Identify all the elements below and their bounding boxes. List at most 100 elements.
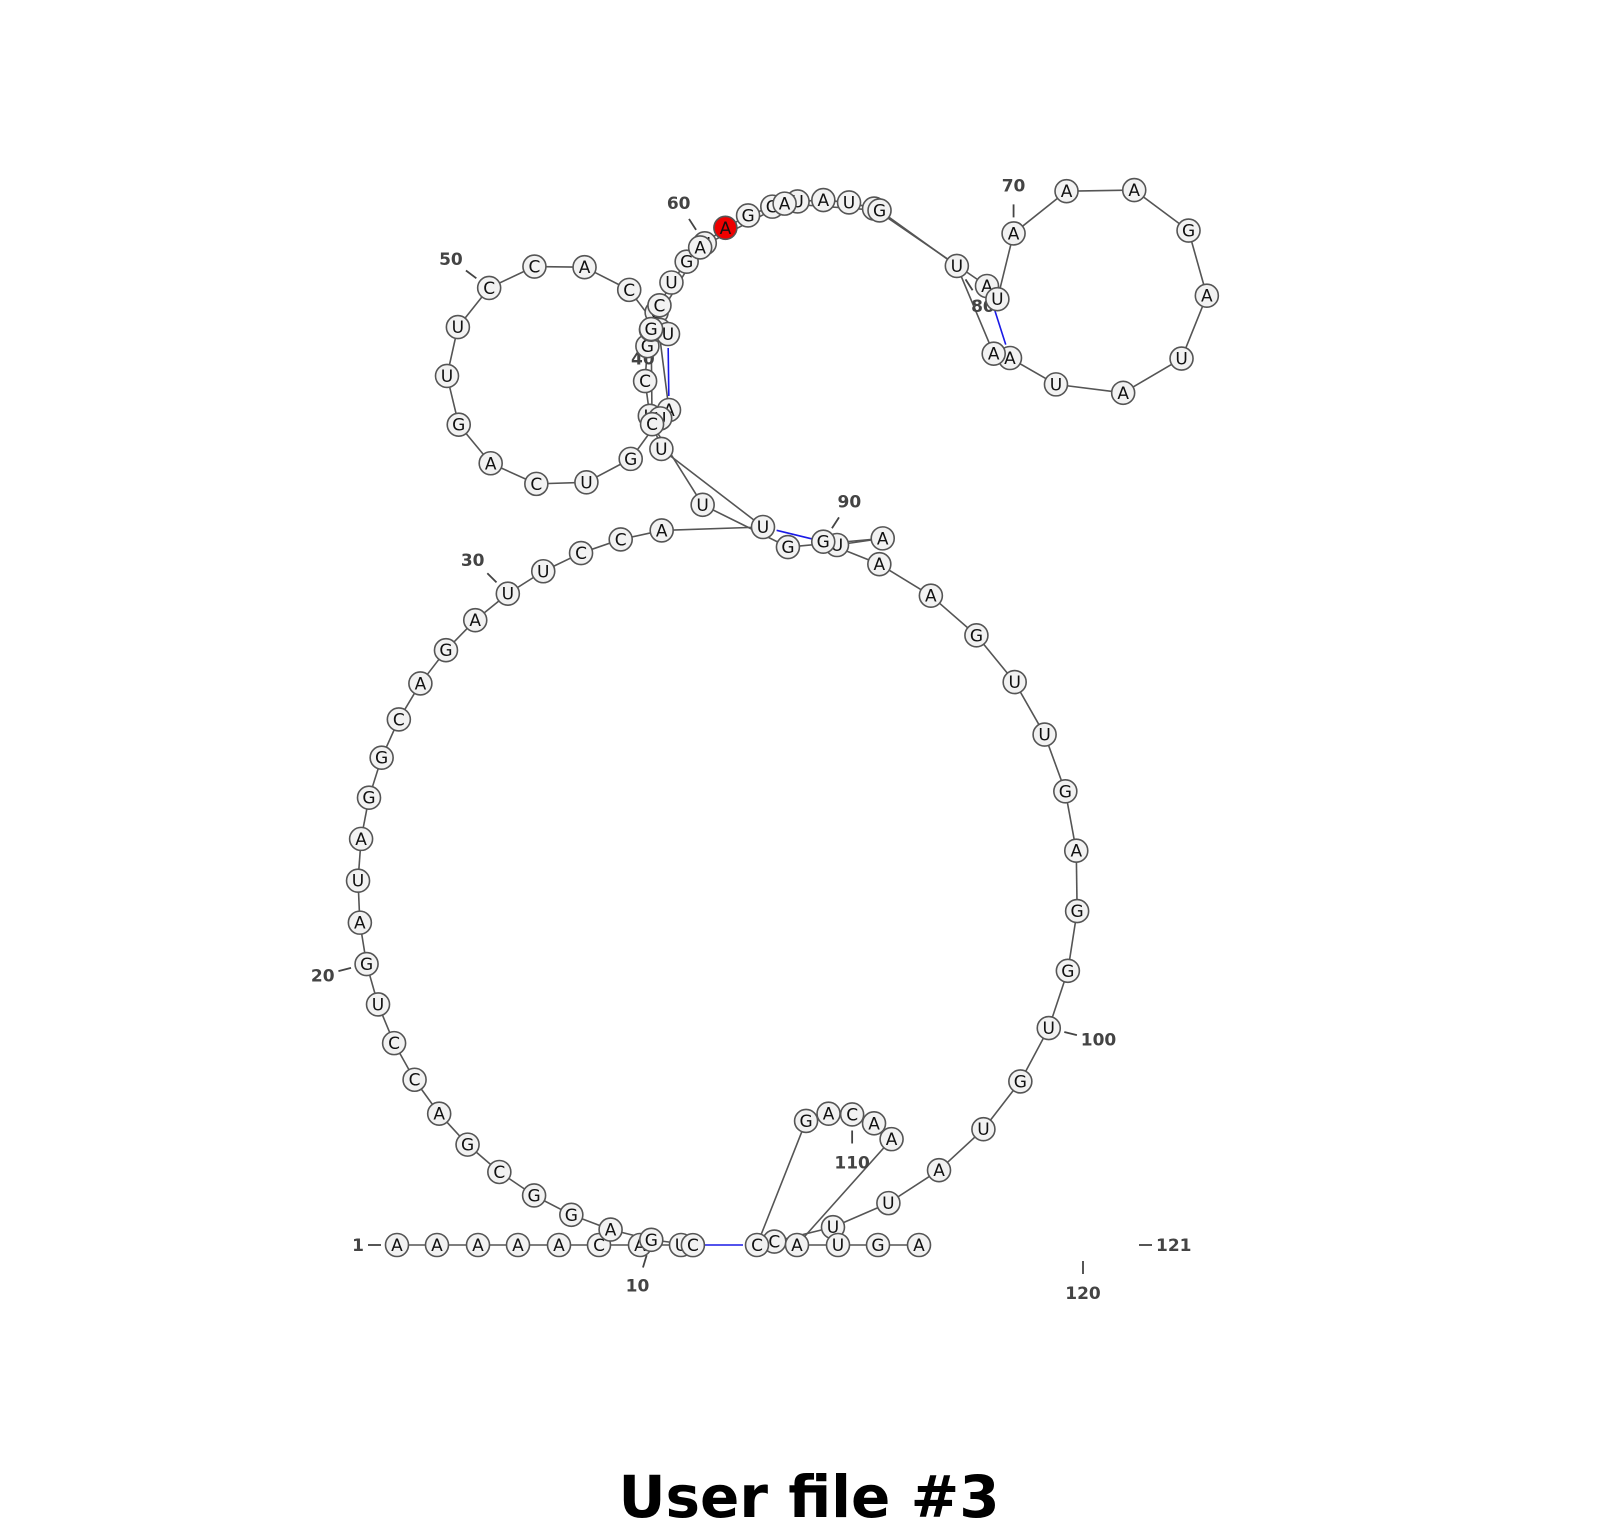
- nucleotide-99: G: [1055, 958, 1081, 984]
- nucleotide-circle: [750, 514, 776, 540]
- highlighted-nucleotide-circle: [713, 215, 738, 241]
- nucleotide-108: G: [793, 1108, 819, 1134]
- position-number-label: 70: [1002, 176, 1026, 196]
- nucleotide-17: C: [402, 1067, 427, 1093]
- nucleotide-circle: [1121, 177, 1147, 203]
- nucleotide-letter: G: [624, 450, 637, 470]
- nucleotide-circle: [348, 826, 374, 852]
- nucleotide-letter: A: [868, 1114, 880, 1134]
- nucleotide-15: G: [455, 1132, 480, 1157]
- position-number-label: 90: [837, 492, 861, 512]
- nucleotide-circle: [465, 1232, 491, 1258]
- nucleotide-circle: [918, 583, 944, 608]
- nucleotide-102: U: [971, 1116, 996, 1142]
- nucleotide-circle: [356, 785, 382, 810]
- nucleotide-33: C: [608, 527, 634, 552]
- nucleotide-circle: [354, 951, 379, 977]
- nucleotide-letter: G: [970, 626, 983, 646]
- nucleotide-107: C: [744, 1232, 770, 1258]
- nucleotide-11: A: [598, 1217, 623, 1242]
- nucleotide-circle: [906, 1232, 932, 1258]
- nucleotide-circle: [971, 1116, 996, 1142]
- nucleotide-circle: [1036, 1015, 1062, 1041]
- nucleotide-2: A: [424, 1232, 450, 1258]
- nucleotide-circle: [926, 1157, 952, 1183]
- nucleotide-letter: A: [553, 1236, 565, 1256]
- nucleotide-letter: G: [360, 955, 373, 975]
- nucleotide-letter: C: [409, 1071, 421, 1091]
- nucleotide-letter: U: [1050, 375, 1062, 395]
- nucleotide-113: A: [784, 1232, 810, 1258]
- nucleotide-95: U: [1032, 722, 1057, 747]
- nucleotide-circle: [1032, 722, 1057, 747]
- nucleotide-letter: U: [655, 440, 667, 460]
- nucleotide-circle: [384, 1232, 410, 1258]
- nucleotide-72: A: [1121, 177, 1147, 203]
- nucleotide-letter: A: [1128, 181, 1140, 201]
- base-pair-layer: [667, 299, 1007, 1246]
- nucleotide-80: U: [944, 253, 970, 279]
- nucleotide-112: A: [879, 1126, 904, 1152]
- nucleotide-circle: [347, 910, 373, 935]
- nucleotide-letter: A: [1061, 182, 1073, 202]
- nucleotide-circle: [638, 1227, 664, 1253]
- nucleotide-circle: [408, 671, 433, 696]
- nucleotide-circle: [1001, 221, 1026, 246]
- nucleotide-letter: A: [823, 1105, 835, 1125]
- nucleotide-circle: [546, 1232, 572, 1258]
- nucleotide-letter: C: [388, 1034, 400, 1054]
- nucleotide-20: G: [354, 951, 379, 977]
- nucleotide-letter: C: [846, 1105, 858, 1125]
- nucleotide-letter: G: [1182, 222, 1195, 242]
- nucleotide-letter: U: [951, 257, 963, 277]
- base-pair-line: [667, 347, 670, 397]
- nucleotide-circle: [810, 529, 836, 555]
- nucleotide-9: C: [680, 1232, 706, 1258]
- number-tick: [688, 218, 697, 231]
- nucleotide-circle: [426, 1101, 452, 1127]
- nucleotide-83: A: [687, 235, 713, 260]
- nucleotide-letter: A: [656, 521, 668, 541]
- nucleotide-circle: [574, 470, 599, 495]
- backbone-link: [702, 504, 789, 548]
- nucleotide-24: G: [356, 785, 382, 810]
- nucleotide-letter: C: [493, 1163, 505, 1183]
- nucleotide-91: A: [867, 551, 892, 577]
- nucleotide-79: A: [981, 341, 1006, 366]
- nucleotide-letter: A: [1070, 842, 1082, 862]
- nucleotide-letter: A: [874, 555, 886, 575]
- nucleotide-61: A: [713, 215, 738, 241]
- nucleotide-letter: G: [781, 538, 794, 558]
- nucleotide-71: A: [1054, 178, 1079, 204]
- nucleotide-13: G: [521, 1183, 547, 1208]
- nucleotide-letter: G: [1014, 1072, 1027, 1092]
- nucleotide-letter: G: [528, 1186, 541, 1206]
- nucleotide-circle: [811, 187, 836, 213]
- nucleotide-circle: [505, 1232, 531, 1258]
- nucleotide-44: U: [574, 470, 599, 495]
- nucleotide-letter: A: [485, 454, 497, 474]
- nucleotide-circle: [1054, 178, 1079, 204]
- nucleotide-88: A: [870, 526, 896, 551]
- nucleotide-letter: G: [645, 320, 658, 340]
- nucleotide-letter: A: [988, 345, 1000, 365]
- nucleotide-letter: G: [452, 416, 465, 436]
- nucleotide-84: G: [638, 316, 664, 342]
- nucleotide-circle: [649, 518, 674, 543]
- nucleotide-circle: [369, 745, 394, 770]
- nucleotide-letter: U: [991, 290, 1003, 310]
- nucleotide-77: U: [1043, 372, 1069, 397]
- nucleotide-letter: U: [757, 518, 769, 538]
- nucleotide-letter: A: [472, 1236, 484, 1256]
- nucleotide-circle: [985, 286, 1010, 312]
- nucleotide-circle: [568, 540, 594, 566]
- nucleotide-letter: G: [1061, 962, 1074, 982]
- nucleotide-letter: U: [580, 473, 592, 493]
- nucleotide-letter: G: [461, 1136, 474, 1156]
- nucleotide-114: U: [825, 1232, 851, 1258]
- nucleotide-circle: [521, 1183, 547, 1208]
- nucleotide-92: A: [918, 583, 944, 608]
- nucleotide-circle: [495, 581, 521, 607]
- nucleotide-circle: [1002, 669, 1027, 695]
